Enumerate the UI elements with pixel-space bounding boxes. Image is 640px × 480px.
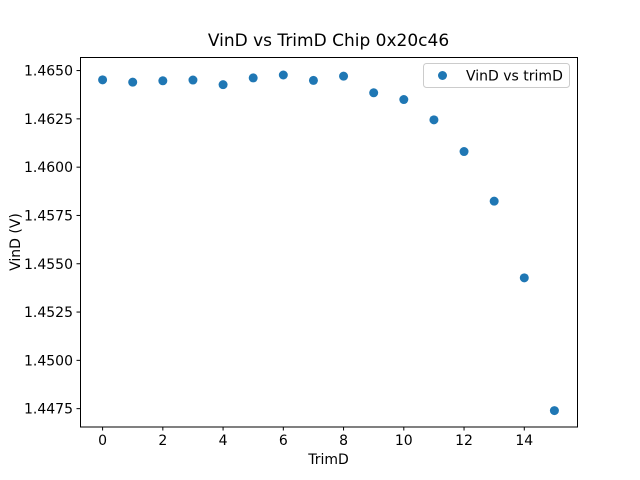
plot-series: 0 2 4 6 8 10 12 14 1.4475 1.4500 1.4525 1.4550 1.457… <box>24 64 559 449</box>
data-point <box>399 95 409 105</box>
x-tick-label: 2 <box>158 433 167 449</box>
data-point <box>218 80 228 90</box>
data-point <box>128 77 138 87</box>
legend-marker-icon <box>438 71 447 80</box>
x-tick-label: 14 <box>515 433 533 449</box>
y-tick-label: 1.4525 <box>24 305 73 321</box>
y-tick-label: 1.4625 <box>24 112 73 128</box>
y-axis-label: VinD (V) <box>8 213 24 271</box>
y-tick-label: 1.4575 <box>24 208 73 224</box>
x-tick-label: 12 <box>455 433 473 449</box>
x-tick-label: 8 <box>339 433 348 449</box>
y-tick-label: 1.4650 <box>24 64 73 80</box>
legend-label: VinD vs trimD <box>466 69 563 85</box>
y-tick-label: 1.4475 <box>24 402 73 418</box>
legend: VinD vs trimD <box>423 63 570 88</box>
legend-box <box>423 63 570 88</box>
data-point <box>549 406 559 416</box>
data-point <box>98 75 108 85</box>
data-point <box>369 88 379 98</box>
y-tick-label: 1.4600 <box>24 160 73 176</box>
data-point <box>519 273 529 283</box>
x-axis-label: TrimD <box>308 452 349 468</box>
y-tick-label: 1.4550 <box>24 257 73 273</box>
data-point <box>339 71 349 81</box>
x-tick-label: 10 <box>395 433 413 449</box>
x-tick-label: 0 <box>98 433 107 449</box>
axes-border <box>80 57 578 428</box>
x-tick-label: 4 <box>219 433 228 449</box>
data-point <box>188 75 198 85</box>
chart-title: VinD vs TrimD Chip 0x20c46 <box>207 31 450 51</box>
data-point <box>489 196 499 206</box>
y-tick-label: 1.4500 <box>24 353 73 369</box>
data-point <box>278 70 288 80</box>
data-point <box>248 73 258 83</box>
data-point <box>158 76 168 86</box>
data-point <box>308 75 318 85</box>
x-tick-label: 6 <box>279 433 288 449</box>
data-point <box>459 147 469 157</box>
data-point <box>429 115 439 125</box>
